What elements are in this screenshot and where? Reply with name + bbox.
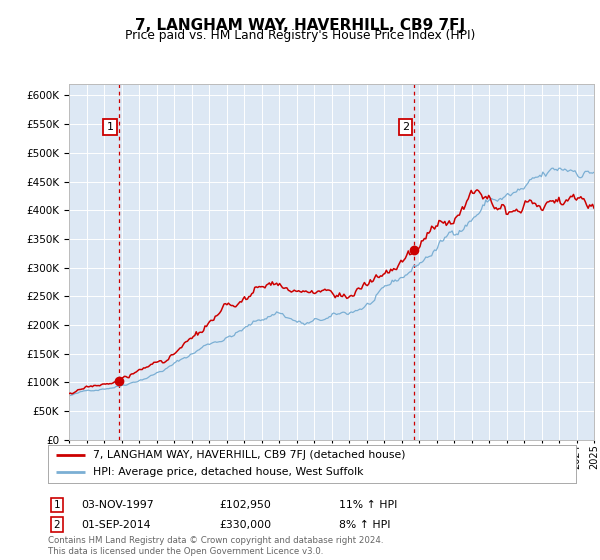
Text: 01-SEP-2014: 01-SEP-2014 xyxy=(81,520,151,530)
Text: 11% ↑ HPI: 11% ↑ HPI xyxy=(339,500,397,510)
Text: HPI: Average price, detached house, West Suffolk: HPI: Average price, detached house, West… xyxy=(93,468,364,478)
Text: 7, LANGHAM WAY, HAVERHILL, CB9 7FJ: 7, LANGHAM WAY, HAVERHILL, CB9 7FJ xyxy=(135,18,465,33)
Text: £102,950: £102,950 xyxy=(219,500,271,510)
Text: 2: 2 xyxy=(53,520,61,530)
Text: £330,000: £330,000 xyxy=(219,520,271,530)
Text: 03-NOV-1997: 03-NOV-1997 xyxy=(81,500,154,510)
Text: Contains HM Land Registry data © Crown copyright and database right 2024.
This d: Contains HM Land Registry data © Crown c… xyxy=(48,536,383,556)
Text: 1: 1 xyxy=(53,500,61,510)
Text: 2: 2 xyxy=(402,122,409,132)
Text: Price paid vs. HM Land Registry's House Price Index (HPI): Price paid vs. HM Land Registry's House … xyxy=(125,29,475,42)
Text: 7, LANGHAM WAY, HAVERHILL, CB9 7FJ (detached house): 7, LANGHAM WAY, HAVERHILL, CB9 7FJ (deta… xyxy=(93,450,406,460)
Text: 1: 1 xyxy=(106,122,113,132)
Text: 8% ↑ HPI: 8% ↑ HPI xyxy=(339,520,391,530)
